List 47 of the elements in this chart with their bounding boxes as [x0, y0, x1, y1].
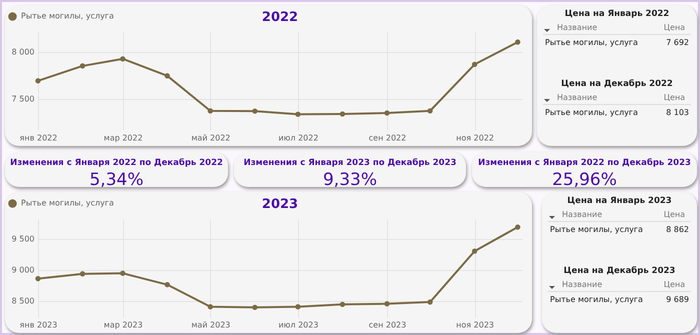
legend-label: Рытье могилы, услуга	[21, 12, 114, 20]
y-tick-label: 8 500	[12, 296, 34, 306]
x-tick-label: май 2022	[191, 134, 230, 142]
text: Цена на Январь 2022	[564, 9, 670, 19]
text: 25,96%	[551, 170, 618, 190]
text: 8 862	[666, 225, 689, 234]
text: 9,33%	[322, 170, 378, 190]
x-tick-label: май 2023	[191, 320, 230, 330]
text: 9 689	[666, 295, 689, 304]
text: Цена	[664, 93, 685, 102]
text: Изменения с Января 2022 по Декабрь 2023	[477, 158, 692, 168]
x-tick-label: сен 2022	[368, 134, 406, 142]
text: Цена на Декабрь 2022	[560, 79, 674, 89]
y-tick-label: 9 000	[12, 266, 34, 275]
x-tick-label: янв 2023	[20, 320, 58, 330]
text: Название	[562, 280, 602, 289]
text: Рытье могилы, услуга	[550, 225, 643, 234]
text: Цена на Декабрь 2023	[562, 266, 676, 276]
text: Цена	[664, 23, 685, 32]
x-tick-label: янв 2022	[20, 134, 58, 142]
text: Название	[557, 93, 598, 102]
text: Цена на Январь 2023	[566, 196, 673, 206]
y-tick-label: 8 000	[12, 47, 34, 56]
chart-title: 2023	[262, 197, 298, 212]
text: Изменения с Января 2022 по Декабрь 2022	[9, 158, 224, 168]
text: Название	[557, 23, 598, 32]
x-tick-label: сен 2023	[368, 320, 406, 330]
text: 7 692	[666, 38, 689, 47]
text: 5,34%	[88, 170, 144, 190]
text: Рытье могилы, услуга	[550, 295, 643, 304]
text: Цена	[664, 280, 685, 289]
x-tick-label: мар 2022	[104, 134, 143, 142]
text: Цена	[664, 210, 685, 219]
y-tick-label: 9 500	[12, 234, 34, 244]
text: Название	[562, 210, 602, 219]
chart-title: 2022	[262, 10, 298, 25]
text: Рытье могилы, услуга	[545, 108, 638, 117]
y-tick-label: 7 500	[12, 94, 34, 104]
text: 8 103	[666, 108, 689, 117]
text: Изменения с Января 2023 по Декабрь 2023	[242, 158, 458, 168]
legend-label: Рытье могилы, услуга	[21, 198, 114, 208]
text: Рытье могилы, услуга	[545, 38, 638, 47]
x-tick-label: июл 2023	[278, 320, 318, 330]
x-tick-label: ноя 2022	[456, 134, 494, 142]
x-tick-label: июл 2022	[278, 134, 318, 142]
x-tick-label: мар 2023	[104, 320, 143, 330]
x-tick-label: ноя 2023	[456, 320, 494, 330]
